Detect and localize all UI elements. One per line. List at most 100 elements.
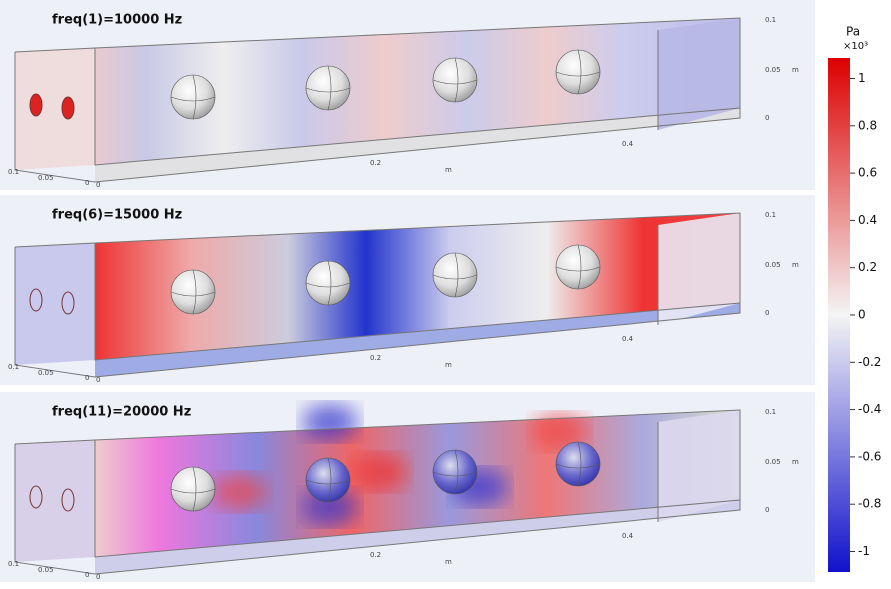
panel-title: freq(1)=10000 Hz [52,13,182,28]
z-unit: m [792,458,799,466]
colorbar-tick-label: -0.6 [858,449,881,463]
field-blob [302,404,358,440]
source [29,93,43,117]
y-tick-label: 0.05 [38,174,54,182]
box-edge [14,212,741,361]
source [29,485,43,509]
panel: freq(6)=15000 Hz 0.1 0.05 0 m 0.2 0.4 m 0.1 0.05 0… [0,195,815,385]
y-tick-label: 0 [85,374,89,382]
x-tick-label: 0.4 [622,532,634,540]
sphere-line [170,74,216,120]
source [61,291,75,315]
source [61,96,75,120]
colorbar-tick-label: -0.2 [858,355,881,369]
z-tick-label: 0.1 [765,408,776,416]
x-tick-label: 0.4 [622,140,634,148]
colorbar-multiplier: ×10³ [843,41,868,52]
colorbar-tick-label: 0 [858,308,866,322]
panel: freq(11)=20000 Hz 0.1 0.05 0 m 0.2 0.4 m 0.1 0.05… [0,392,815,582]
sphere [305,65,351,111]
sphere-line [432,449,478,495]
z-tick-label: 0.1 [765,211,776,219]
colorbar-ticks: 1 0.8 0.6 0.4 0.2 0 -0.2 -0.4 -0.6 -0.8 -1 [850,71,881,558]
sphere [170,269,216,315]
x-tick-label: 0.2 [370,354,381,362]
colorbar-tick-label: 0.6 [858,166,877,180]
sphere-line [170,269,216,315]
sphere-line [555,49,601,95]
z-unit: m [792,261,799,269]
colorbar-tick-label: -0.8 [858,497,881,511]
box-edge [14,17,741,166]
box-edge [14,409,741,558]
sphere-line [555,244,601,290]
x-tick-label: 0.2 [370,551,381,559]
y-tick-label: 0.1 [8,363,19,371]
source [61,488,75,512]
field-blob [212,474,268,510]
y-tick-label: 0.05 [38,566,54,574]
field-blob [532,414,588,450]
left-face [15,440,95,562]
floor [95,303,740,377]
sphere [432,449,478,495]
z-unit: m [792,66,799,74]
right-face [658,410,740,522]
sphere [170,74,216,120]
sphere-line [305,65,351,111]
z-tick-label: 0 [765,114,769,122]
sphere [432,57,478,103]
origin-label: 0 [96,573,100,581]
left-face [15,243,95,365]
z-tick-label: 0 [765,506,769,514]
colorbar-tick-label: 0.2 [858,260,877,274]
origin-label: 0 [96,376,100,384]
sphere-line [305,457,351,503]
colorbar-unit: Pa [846,25,860,39]
x-unit: m [445,166,452,174]
field-blob [352,454,408,490]
origin-label: 0 [96,181,100,189]
colorbar-tick-label: -0.4 [858,402,881,416]
sphere-line [555,441,601,487]
colorbar-tick-label: 0.4 [858,213,877,227]
z-tick-label: 0.1 [765,16,776,24]
sphere [170,466,216,512]
x-tick-label: 0.2 [370,159,381,167]
z-tick-label: 0.05 [765,458,781,466]
y-tick-label: 0 [85,179,89,187]
right-face [658,18,740,130]
panel-title: freq(11)=20000 Hz [52,405,191,420]
sphere-line [170,466,216,512]
z-tick-label: 0.05 [765,261,781,269]
left-face [15,48,95,170]
y-tick-label: 0 [85,571,89,579]
panel-title: freq(6)=15000 Hz [52,208,182,223]
z-tick-label: 0 [765,309,769,317]
sphere [432,252,478,298]
box-edge [14,444,741,575]
panel: freq(1)=10000 Hz 0.1 0.05 0 m 0.2 0.4 m 0.1 0.05 0… [0,0,815,190]
sphere-line [432,57,478,103]
colorbar-tick-label: 0.8 [858,118,877,132]
z-tick-label: 0.05 [765,66,781,74]
colorbar [828,58,850,572]
x-unit: m [445,558,452,566]
colorbar-tick-label: -1 [858,544,870,558]
box-edge [14,52,741,183]
x-unit: m [445,361,452,369]
sphere [555,441,601,487]
sphere [305,457,351,503]
sphere-line [432,252,478,298]
right-face [658,213,740,325]
box-edge [14,247,741,378]
floor [95,500,740,574]
colorbar-tick-label: 1 [858,71,866,85]
y-tick-label: 0.1 [8,560,19,568]
floor [95,108,740,182]
source [29,288,43,312]
y-tick-label: 0.05 [38,369,54,377]
x-tick-label: 0.4 [622,335,634,343]
sphere [555,244,601,290]
